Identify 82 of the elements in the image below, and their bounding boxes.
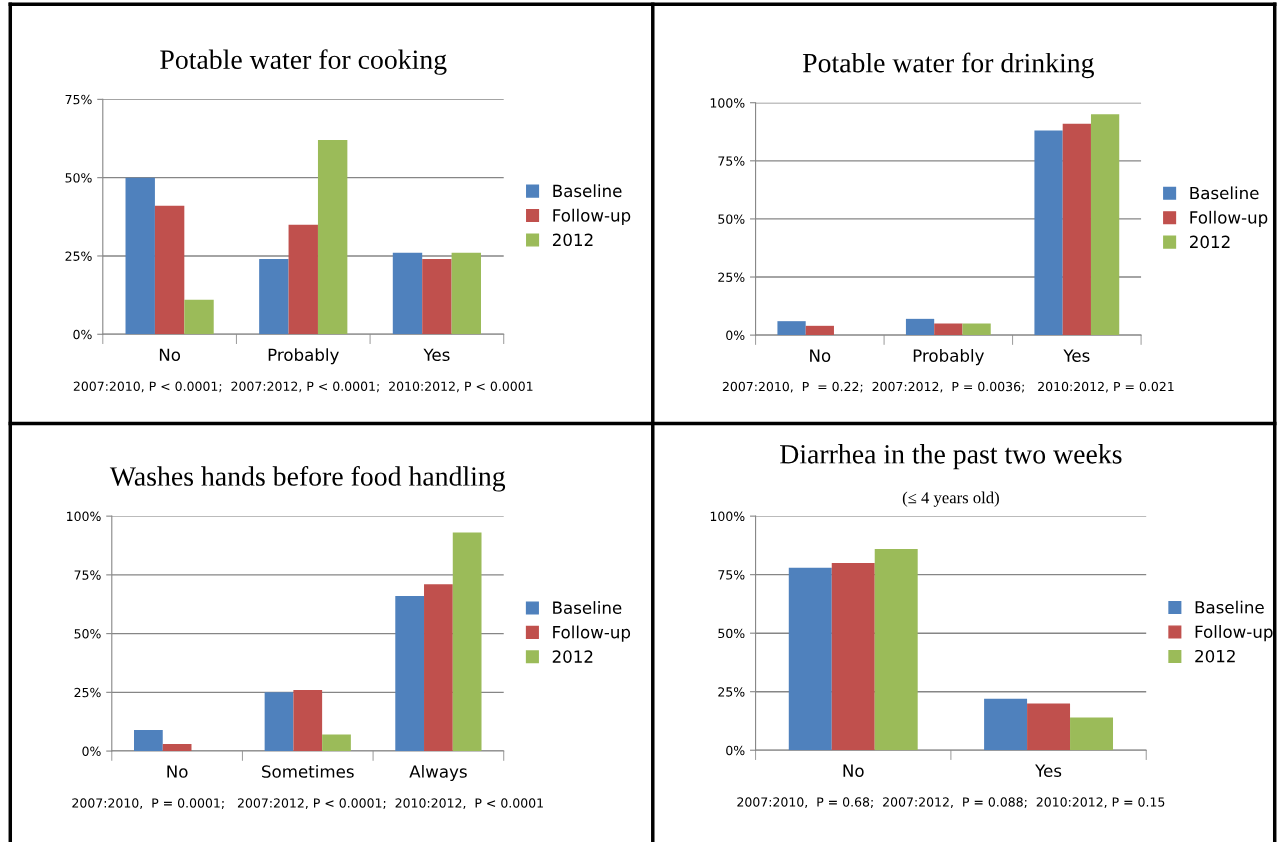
y-tick-label: 50% [74, 629, 101, 639]
x-tick-label: No [843, 764, 864, 778]
bar [162, 744, 192, 752]
bar [154, 205, 185, 335]
y-tick-label: 75% [74, 570, 101, 580]
y-tick-label: 50% [718, 214, 745, 224]
chart-title: Potable water for cooking [160, 49, 447, 75]
bar [962, 323, 991, 336]
bar [777, 321, 806, 336]
text: 2007:2010, P < 0.0001; 2007:2012, P < 0.0001; 2010:2012, P < 0.0001 [73, 381, 533, 393]
bar [1062, 123, 1091, 336]
x-tick-label: No [810, 349, 831, 362]
y-tick-label: 25% [65, 251, 92, 261]
legend-label: Baseline [1195, 600, 1264, 614]
y-tick-label: 25% [74, 687, 101, 698]
bar [934, 323, 963, 336]
y-tick-label: 75% [718, 570, 745, 580]
text: 2007:2010, P = 0.68; 2007:2012, P = 0.088; 2010:2012, P = 0.15 [737, 797, 1165, 808]
chart-subtitle: (≤ 4 years old) [902, 491, 999, 507]
text: 2007:2010, P = 0.0001; 2007:2012, P < 0.0001; 2010:2012, P < 0.0001 [72, 798, 543, 809]
x-tick-label: No [167, 765, 188, 778]
bar [259, 259, 289, 335]
y-tick-label: 0% [726, 330, 745, 341]
x-tick-label: Probably [268, 348, 339, 365]
y-tick-label: 75% [718, 156, 745, 166]
bar [134, 729, 163, 752]
bar [392, 252, 423, 335]
bar [395, 596, 425, 752]
bar [1034, 130, 1063, 336]
legend-label: Follow-up [1190, 210, 1268, 227]
y-tick-label: 25% [718, 687, 745, 697]
x-tick-label: Sometimes [262, 764, 354, 778]
legend-label: 2012 [1190, 235, 1230, 249]
y-tick-label: 0% [82, 746, 101, 756]
bar [1027, 703, 1071, 751]
bar [1070, 717, 1114, 751]
y-tick-label: 75% [65, 94, 92, 105]
bar [424, 584, 453, 752]
y-tick-label: 50% [65, 173, 92, 183]
bar [422, 259, 452, 335]
chart-title: Washes hands before food handling [109, 466, 506, 492]
chart-title: Potable water for drinking [802, 52, 1094, 79]
legend-label: Follow-up [1195, 625, 1273, 642]
x-tick-label: Yes [1063, 349, 1090, 362]
x-tick-label: Always [409, 764, 467, 782]
legend-label: 2012 [1195, 649, 1235, 663]
bar [831, 562, 875, 751]
bar [452, 532, 482, 752]
chart-title: Diarrhea in the past two weeks [780, 444, 1122, 470]
y-tick-label: 100% [67, 511, 101, 522]
y-tick-label: 25% [718, 272, 745, 282]
y-tick-label: 0% [726, 745, 745, 756]
y-tick-label: 100% [710, 511, 745, 522]
legend-label: Baseline [553, 184, 622, 198]
bar [984, 698, 1028, 751]
x-tick-label: Yes [1035, 764, 1062, 778]
y-tick-label: 0% [73, 329, 92, 340]
legend-label: Baseline [553, 601, 622, 614]
bar [874, 548, 918, 751]
legend-label: 2012 [552, 650, 593, 663]
y-tick-label: 100% [710, 98, 745, 108]
bar [293, 689, 323, 752]
x-tick-label: No [159, 348, 181, 362]
legend-label: Follow-up [553, 625, 631, 642]
bar [788, 567, 832, 751]
bar [322, 734, 351, 752]
bar [805, 325, 834, 336]
bar [451, 252, 481, 335]
bar [288, 224, 318, 335]
bar [317, 140, 348, 335]
text: 2007:2010, P = 0.22; 2007:2012, P = 0.0036; 2010:2012, P = 0.021 [722, 381, 1174, 393]
legend-label: Follow-up [553, 208, 631, 225]
bar [184, 299, 214, 335]
bar [125, 177, 155, 335]
x-tick-label: Yes [423, 348, 450, 362]
bar [1090, 114, 1120, 336]
x-tick-label: Probably [913, 349, 984, 366]
bar [264, 692, 294, 752]
bar [905, 318, 935, 336]
legend-label: Baseline [1190, 186, 1259, 200]
legend-label: 2012 [552, 233, 593, 247]
y-tick-label: 50% [718, 628, 745, 639]
